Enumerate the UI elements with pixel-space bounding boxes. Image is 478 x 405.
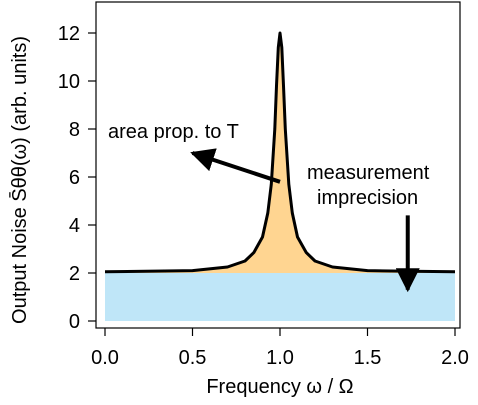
annotation-imprecision: measurement imprecision	[307, 162, 430, 293]
y-axis-ticks: 0 2 4 6 8 10 12	[58, 23, 96, 333]
imprecision-annotation-line2: imprecision	[317, 187, 418, 209]
y-tick-label: 12	[58, 23, 80, 45]
thermal-peak-area	[105, 33, 455, 273]
x-tick-label: 1.5	[354, 347, 382, 369]
plot-frame	[95, 1, 461, 329]
y-tick-label: 10	[58, 71, 80, 93]
y-tick-label: 0	[69, 311, 80, 333]
imprecision-annotation-line1: measurement	[307, 162, 430, 184]
x-axis-ticks: 0.0 0.5 1.0 1.5 2.0	[91, 328, 469, 369]
y-tick-label: 6	[69, 167, 80, 189]
x-tick-label: 2.0	[441, 347, 469, 369]
y-tick-label: 4	[69, 215, 80, 237]
annotation-area: area prop. to T	[108, 121, 281, 184]
x-tick-label: 0.0	[91, 347, 119, 369]
y-tick-label: 2	[69, 263, 80, 285]
x-tick-label: 0.5	[179, 347, 207, 369]
imprecision-floor-area	[105, 273, 455, 321]
x-axis-label: Frequency ω / Ω	[206, 376, 353, 398]
y-tick-label: 8	[69, 119, 80, 141]
area-annotation-text: area prop. to T	[108, 121, 239, 143]
y-axis-label: Output Noise S̄θθ(ω) (arb. units)	[8, 36, 31, 324]
x-tick-label: 1.0	[266, 347, 294, 369]
noise-curve-line	[104, 31, 456, 274]
area-arrow	[190, 148, 281, 184]
